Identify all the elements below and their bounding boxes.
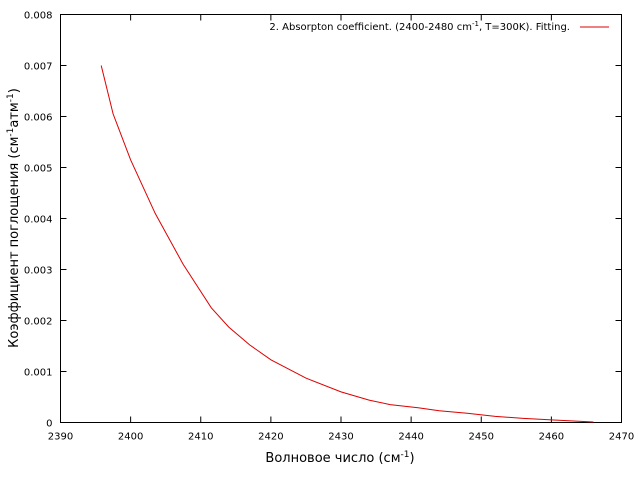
y-tick-label: 0.006 — [24, 113, 53, 124]
y-tick-label: 0.001 — [24, 368, 53, 379]
x-tick-label: 2470 — [609, 432, 634, 443]
y-axis-title: Коэффициент поглощения (см-1атм-1) — [6, 88, 22, 348]
x-tick-label: 2440 — [398, 432, 423, 443]
y-tick-label: 0 — [46, 419, 52, 430]
x-tick-label: 2420 — [258, 432, 283, 443]
x-tick-label: 2430 — [328, 432, 353, 443]
plot-frame — [60, 14, 622, 423]
tick-labels: 2390 2400 2410 2420 2430 2440 2450 2460 2470 0 0.0… — [24, 11, 634, 443]
y-tick-label: 0.007 — [24, 62, 53, 73]
x-tick-label: 2410 — [188, 432, 213, 443]
x-tick-label: 2460 — [539, 432, 564, 443]
y-tick-label: 0.003 — [24, 266, 53, 277]
y-tick-label: 0.008 — [24, 11, 53, 22]
x-tick-label: 2450 — [469, 432, 494, 443]
y-tick-label: 0.004 — [24, 215, 53, 226]
y-tick-label: 0.005 — [24, 164, 53, 175]
series-line — [100, 65, 594, 423]
legend-label: 2. Absorpton coefficient. (2400-2480 cm-… — [269, 20, 570, 33]
legend: 2. Absorpton coefficient. (2400-2480 cm-… — [269, 20, 609, 33]
x-tick-label: 2390 — [48, 432, 73, 443]
x-tick-label: 2400 — [118, 432, 143, 443]
x-axis-title: Волновое число (см-1) — [265, 450, 414, 466]
axis-ticks — [60, 14, 622, 423]
y-tick-label: 0.002 — [24, 317, 53, 328]
